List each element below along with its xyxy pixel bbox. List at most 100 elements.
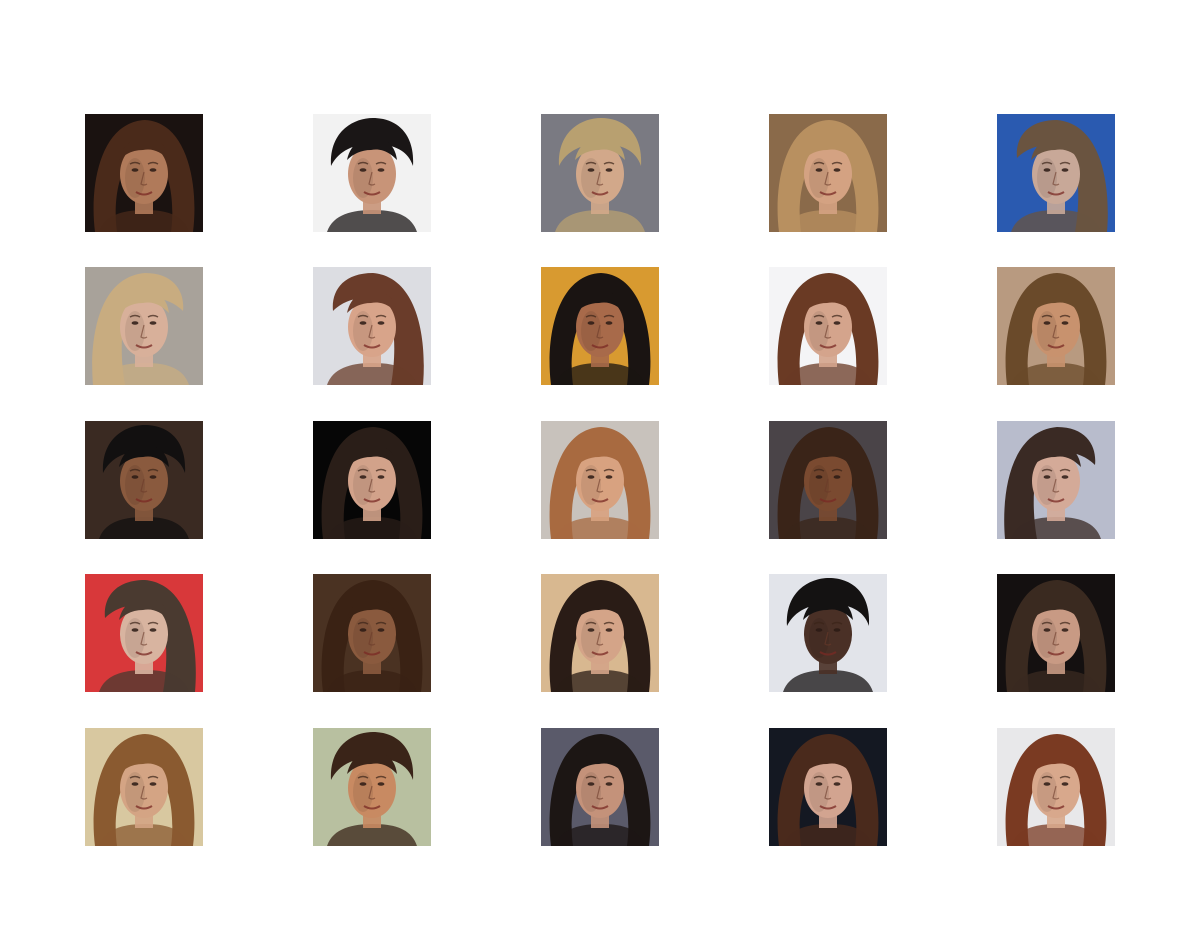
mouth bbox=[363, 498, 381, 503]
left-eyebrow bbox=[129, 314, 141, 318]
face-sample-r5-c2 bbox=[313, 728, 431, 846]
face-shading bbox=[809, 465, 829, 505]
face-image bbox=[313, 114, 431, 232]
right-eye bbox=[377, 782, 385, 786]
fringe-shape bbox=[575, 598, 625, 620]
face-image bbox=[85, 421, 203, 539]
right-eyebrow bbox=[147, 314, 159, 318]
shoulders-shape bbox=[327, 824, 417, 846]
shoulders-shape bbox=[327, 670, 417, 692]
shoulders-shape bbox=[1011, 363, 1101, 385]
shoulders-shape bbox=[783, 210, 873, 232]
fringe-shape bbox=[575, 291, 625, 313]
face-shading bbox=[1037, 311, 1057, 351]
face-shading bbox=[125, 465, 145, 505]
left-eye bbox=[131, 168, 139, 172]
fringe-shape bbox=[119, 138, 169, 160]
face-image bbox=[769, 114, 887, 232]
left-eyebrow bbox=[357, 468, 369, 472]
face-shading bbox=[353, 465, 373, 505]
left-eye bbox=[587, 321, 595, 325]
right-eyebrow bbox=[147, 621, 159, 625]
right-eye bbox=[605, 321, 613, 325]
left-eyebrow bbox=[129, 161, 141, 165]
hair-shape bbox=[549, 273, 651, 385]
face-sample-r4-c2 bbox=[313, 574, 431, 692]
face-sample-r1-c1 bbox=[85, 114, 203, 232]
left-eye bbox=[587, 168, 595, 172]
fringe-shape bbox=[347, 138, 397, 160]
face-sample-r3-c2 bbox=[313, 421, 431, 539]
face-sample-r3-c5 bbox=[997, 421, 1115, 539]
face-sample-r2-c3 bbox=[541, 267, 659, 385]
face-shading bbox=[809, 772, 829, 812]
face-sample-r5-c1 bbox=[85, 728, 203, 846]
right-eyebrow bbox=[375, 775, 387, 779]
right-eyebrow bbox=[375, 161, 387, 165]
face-image bbox=[997, 728, 1115, 846]
shoulders-shape bbox=[1011, 824, 1101, 846]
mouth bbox=[135, 344, 153, 349]
face-shading bbox=[353, 772, 373, 812]
face-shading bbox=[581, 618, 601, 658]
shoulders-shape bbox=[99, 824, 189, 846]
nose bbox=[368, 478, 376, 493]
face-shading bbox=[353, 311, 373, 351]
face-shading bbox=[1037, 772, 1057, 812]
right-eyebrow bbox=[603, 161, 615, 165]
nose bbox=[140, 785, 148, 800]
face-shading bbox=[581, 772, 601, 812]
face-sample-r4-c4 bbox=[769, 574, 887, 692]
hair-shape bbox=[1005, 734, 1107, 846]
right-eye bbox=[833, 168, 841, 172]
right-eye bbox=[149, 168, 157, 172]
fringe-shape bbox=[1031, 291, 1081, 313]
shoulders-shape bbox=[1011, 670, 1101, 692]
shoulders-shape bbox=[327, 517, 417, 539]
right-eye bbox=[149, 628, 157, 632]
face-shading bbox=[581, 158, 601, 198]
face-sample-r1-c4 bbox=[769, 114, 887, 232]
fringe-shape bbox=[575, 445, 625, 467]
hair-shape bbox=[777, 734, 879, 846]
right-eye bbox=[1061, 321, 1069, 325]
face-shading bbox=[809, 311, 829, 351]
face-image bbox=[85, 114, 203, 232]
face-image bbox=[997, 114, 1115, 232]
right-eye bbox=[833, 475, 841, 479]
left-eye bbox=[359, 168, 367, 172]
mouth bbox=[819, 651, 837, 656]
fringe-shape bbox=[347, 598, 397, 620]
shoulders-shape bbox=[555, 670, 645, 692]
left-eyebrow bbox=[1041, 775, 1053, 779]
left-eye bbox=[131, 628, 139, 632]
right-eye bbox=[833, 321, 841, 325]
face-image bbox=[541, 421, 659, 539]
right-eyebrow bbox=[603, 621, 615, 625]
face-image bbox=[769, 728, 887, 846]
nose bbox=[1052, 631, 1060, 646]
left-eye bbox=[1043, 168, 1051, 172]
left-eye bbox=[587, 628, 595, 632]
mouth bbox=[1047, 498, 1065, 503]
mouth bbox=[819, 805, 837, 810]
face-shading bbox=[1037, 618, 1057, 658]
hair-shape bbox=[92, 273, 184, 385]
fringe-shape bbox=[1031, 138, 1081, 160]
left-eye bbox=[815, 321, 823, 325]
left-eyebrow bbox=[357, 775, 369, 779]
shoulders-shape bbox=[555, 210, 645, 232]
fringe-shape bbox=[803, 445, 853, 467]
hair-shape bbox=[93, 120, 195, 232]
right-eye bbox=[377, 168, 385, 172]
nose bbox=[368, 785, 376, 800]
mouth bbox=[591, 344, 609, 349]
mouth bbox=[591, 191, 609, 196]
face-image bbox=[997, 574, 1115, 692]
face-shading bbox=[353, 158, 373, 198]
face-sample-r3-c4 bbox=[769, 421, 887, 539]
hair-shape bbox=[93, 734, 195, 846]
nose bbox=[824, 324, 832, 339]
right-eyebrow bbox=[375, 621, 387, 625]
left-eyebrow bbox=[357, 621, 369, 625]
